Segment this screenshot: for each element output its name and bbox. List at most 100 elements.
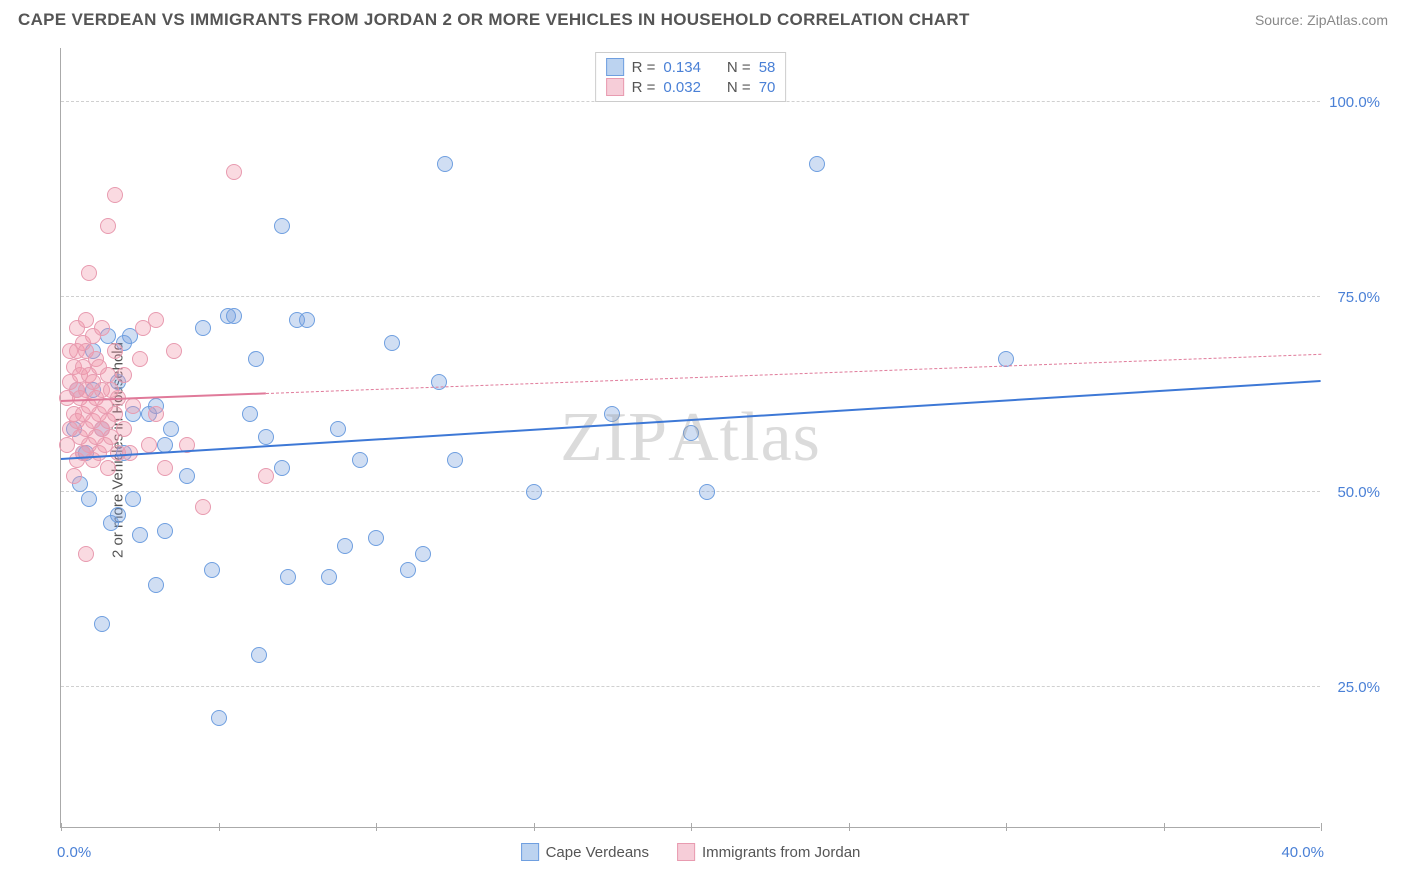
data-point (78, 546, 94, 562)
legend-series: Cape Verdeans Immigrants from Jordan (521, 843, 861, 861)
data-point (337, 538, 353, 554)
data-point (321, 569, 337, 585)
data-point (226, 164, 242, 180)
data-point (81, 265, 97, 281)
data-point (148, 312, 164, 328)
data-point (809, 156, 825, 172)
gridline-h: 50.0% (61, 491, 1320, 492)
data-point (280, 569, 296, 585)
data-point (148, 577, 164, 593)
data-point (107, 406, 123, 422)
data-point (163, 421, 179, 437)
data-point (400, 562, 416, 578)
data-point (683, 425, 699, 441)
data-point (148, 406, 164, 422)
x-tick-label-max: 40.0% (1281, 844, 1324, 861)
data-point (526, 484, 542, 500)
data-point (125, 398, 141, 414)
legend-label-series2: Immigrants from Jordan (702, 844, 860, 861)
data-point (258, 429, 274, 445)
swatch-series2 (606, 78, 624, 96)
x-tick (1321, 823, 1322, 831)
y-tick-label: 100.0% (1325, 94, 1380, 111)
n-label: N = (727, 59, 751, 76)
r-value-series1: 0.134 (663, 59, 701, 76)
swatch-series1-bottom (521, 843, 539, 861)
chart-container: 2 or more Vehicles in Household ZIPAtlas… (18, 40, 1388, 860)
data-point (437, 156, 453, 172)
r-label: R = (632, 79, 656, 96)
data-point (132, 527, 148, 543)
x-tick (849, 823, 850, 831)
plot-area: ZIPAtlas R = 0.134 N = 58 R = 0.032 N = … (60, 48, 1320, 828)
data-point (248, 351, 264, 367)
data-point (78, 312, 94, 328)
y-tick-label: 25.0% (1325, 679, 1380, 696)
data-point (195, 499, 211, 515)
data-point (157, 460, 173, 476)
legend-stats: R = 0.134 N = 58 R = 0.032 N = 70 (595, 52, 787, 102)
data-point (368, 530, 384, 546)
x-tick (376, 823, 377, 831)
x-tick (1164, 823, 1165, 831)
data-point (195, 320, 211, 336)
swatch-series1 (606, 58, 624, 76)
data-point (100, 218, 116, 234)
data-point (384, 335, 400, 351)
chart-title: CAPE VERDEAN VS IMMIGRANTS FROM JORDAN 2… (18, 10, 970, 30)
data-point (211, 710, 227, 726)
data-point (125, 491, 141, 507)
swatch-series2-bottom (677, 843, 695, 861)
gridline-h: 25.0% (61, 686, 1320, 687)
x-tick (1006, 823, 1007, 831)
trend-line (266, 354, 1321, 394)
legend-row-series1: R = 0.134 N = 58 (606, 57, 776, 77)
data-point (66, 468, 82, 484)
data-point (604, 406, 620, 422)
gridline-h: 75.0% (61, 296, 1320, 297)
data-point (242, 406, 258, 422)
data-point (116, 367, 132, 383)
data-point (352, 452, 368, 468)
n-value-series2: 70 (759, 79, 776, 96)
n-value-series1: 58 (759, 59, 776, 76)
x-tick (219, 823, 220, 831)
data-point (94, 320, 110, 336)
data-point (116, 421, 132, 437)
y-tick-label: 75.0% (1325, 289, 1380, 306)
data-point (415, 546, 431, 562)
data-point (226, 308, 242, 324)
data-point (251, 647, 267, 663)
data-point (258, 468, 274, 484)
legend-item-series2: Immigrants from Jordan (677, 843, 860, 861)
data-point (447, 452, 463, 468)
data-point (81, 491, 97, 507)
x-tick (691, 823, 692, 831)
data-point (132, 351, 148, 367)
n-label: N = (727, 79, 751, 96)
r-value-series2: 0.032 (663, 79, 701, 96)
x-tick (61, 823, 62, 831)
data-point (179, 468, 195, 484)
data-point (94, 616, 110, 632)
data-point (157, 523, 173, 539)
legend-label-series1: Cape Verdeans (546, 844, 649, 861)
data-point (100, 367, 116, 383)
data-point (107, 343, 123, 359)
legend-item-series1: Cape Verdeans (521, 843, 649, 861)
data-point (431, 374, 447, 390)
data-point (141, 437, 157, 453)
data-point (699, 484, 715, 500)
data-point (100, 460, 116, 476)
data-point (107, 187, 123, 203)
data-point (204, 562, 220, 578)
source-label: Source: ZipAtlas.com (1255, 12, 1388, 28)
data-point (330, 421, 346, 437)
y-tick-label: 50.0% (1325, 484, 1380, 501)
x-tick (534, 823, 535, 831)
data-point (299, 312, 315, 328)
r-label: R = (632, 59, 656, 76)
data-point (166, 343, 182, 359)
x-tick-label-min: 0.0% (57, 844, 91, 861)
data-point (274, 218, 290, 234)
